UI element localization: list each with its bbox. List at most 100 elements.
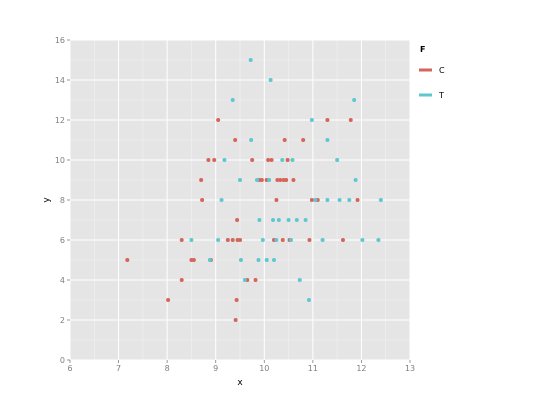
data-point-c [291,178,296,182]
data-point-c [233,138,238,142]
data-point-t [264,258,269,262]
data-point-t [189,238,194,242]
data-point-c [253,278,258,282]
data-point-t [230,98,235,102]
legend-label-t: T [438,91,444,100]
x-tick-label: 12 [356,364,366,373]
data-point-t [303,218,308,222]
data-point-c [348,118,353,122]
data-point-t [376,238,381,242]
data-point-c [225,238,230,242]
data-point-c [275,178,280,182]
y-tick-label: 12 [55,116,65,125]
data-point-t [238,258,243,262]
data-point-c [309,198,314,202]
data-point-t [280,158,285,162]
data-point-t [313,198,318,202]
y-tick-label: 6 [60,236,65,245]
data-point-c [301,138,306,142]
legend-title: F [420,45,425,54]
x-tick-label: 9 [213,364,218,373]
data-point-t [309,118,314,122]
data-point-t [353,178,358,182]
data-point-t [289,238,293,242]
data-point-c [340,238,345,242]
legend-label-c: C [439,66,445,75]
data-point-t [290,158,295,162]
y-tick-label: 2 [60,316,65,325]
data-point-t [276,218,281,222]
data-point-c [200,198,205,202]
data-point-c [285,158,290,162]
data-point-t [207,258,212,262]
data-point-c [238,238,242,242]
x-tick-label: 11 [308,364,318,373]
data-point-c [266,158,271,162]
data-point-c [125,258,130,262]
data-point-c [278,178,283,182]
data-point-t [256,258,261,262]
data-point-t [347,198,352,202]
y-tick-label: 14 [55,76,65,85]
x-tick-label: 7 [116,364,121,373]
data-point-t [255,178,259,182]
x-tick-label: 6 [67,364,72,373]
data-point-c [230,238,235,242]
tick-labels: 6 7 8 9 10 11 12 13 0 2 4 6 8 10 12 14 16 [55,36,415,373]
data-point-t [222,158,227,162]
data-point-c [274,198,279,202]
x-axis-label: x [237,378,243,388]
data-point-c [199,178,204,182]
data-points [125,58,383,322]
data-point-t [320,238,325,242]
data-point-t [242,278,247,282]
data-point-t [352,98,357,102]
data-point-t [219,198,224,202]
data-point-t [248,58,253,62]
y-tick-label: 10 [55,156,65,165]
data-point-t [257,218,262,222]
data-point-c [284,178,289,182]
y-tick-label: 16 [55,36,65,45]
data-point-t [378,198,383,202]
data-point-c [206,158,211,162]
data-point-c [259,178,264,182]
x-tick-label: 8 [165,364,170,373]
data-point-t [268,78,273,82]
x-tick-label: 10 [259,364,269,373]
y-axis-label: y [42,197,52,203]
data-point-t [271,218,276,222]
data-point-c [234,298,239,302]
data-point-t [335,158,340,162]
data-point-c [280,238,285,242]
y-tick-label: 8 [60,196,65,205]
data-point-c [179,238,184,242]
data-point-t [286,218,291,222]
data-point-t [267,178,272,182]
data-point-c [179,278,184,282]
data-point-t [306,298,311,302]
data-point-c [166,298,171,302]
y-tick-label: 4 [60,276,65,285]
data-point-c [212,158,217,162]
data-point-t [272,258,276,262]
data-point-c [216,118,221,122]
data-point-t [238,178,242,182]
y-tick-label: 0 [60,356,65,365]
data-point-t [216,238,221,242]
data-point-t [325,138,330,142]
data-point-t [294,218,299,222]
data-point-t [297,278,302,282]
data-point-c [269,158,274,162]
data-point-c [325,118,330,122]
data-point-c [250,158,255,162]
data-point-t [325,198,330,202]
data-point-t [360,238,365,242]
data-point-c [235,218,240,222]
data-point-t [249,138,254,142]
data-point-c [282,138,287,142]
data-point-c [355,198,360,202]
x-tick-label: 13 [405,364,415,373]
data-point-c [307,238,312,242]
